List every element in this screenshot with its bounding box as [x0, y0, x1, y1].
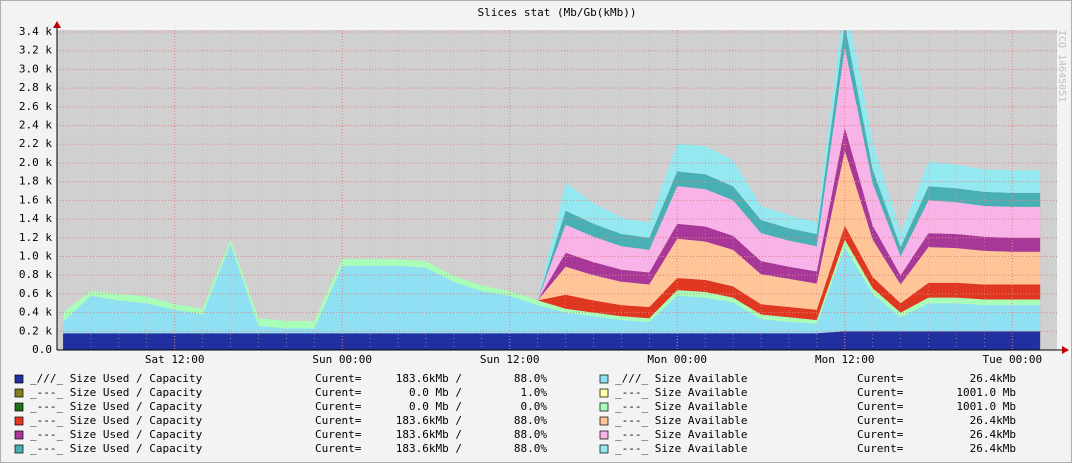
y-tick-label: 0.8 k: [19, 268, 52, 281]
legend-current-label: Curent=: [315, 372, 362, 385]
legend-swatch: [14, 416, 24, 426]
legend-swatch: [599, 388, 609, 398]
y-tick-label: 3.2 k: [19, 44, 52, 57]
y-tick-label: 3.4 k: [19, 25, 52, 38]
legend-label: _---_ Size Used / Capacity: [30, 400, 203, 413]
legend-percent: 88.0%: [514, 414, 547, 427]
legend-percent: 88.0%: [514, 372, 547, 385]
legend-swatch: [14, 374, 24, 384]
x-tick-label: Mon 12:00: [815, 353, 875, 366]
y-tick-label: 2.2 k: [19, 137, 52, 150]
legend-swatch: [599, 416, 609, 426]
legend-label: _---_ Size Used / Capacity: [30, 428, 203, 441]
y-tick-label: 0.2 k: [19, 324, 52, 337]
y-tick-label: 2.0 k: [19, 156, 52, 169]
legend-label: _///_ Size Used / Capacity: [30, 372, 203, 385]
legend-label: _---_ Size Available: [615, 400, 747, 413]
legend-current: 1001.0 Mb: [956, 386, 1016, 399]
axis-arrow: [1062, 346, 1069, 354]
y-tick-label: 1.0 k: [19, 249, 52, 262]
legend-current-label: Curent=: [315, 400, 362, 413]
x-tick-label: Tue 00:00: [982, 353, 1042, 366]
legend-current: 0.0 Mb /: [409, 386, 462, 399]
legend-current: 26.4kMb: [970, 372, 1016, 385]
y-tick-label: 1.4 k: [19, 212, 52, 225]
legend-current-label: Curent=: [857, 400, 904, 413]
area: [63, 127, 1041, 322]
legend-current: 183.6kMb /: [396, 372, 462, 385]
y-tick-label: 0.4 k: [19, 306, 52, 319]
legend-swatch: [14, 402, 24, 412]
legend-percent: 88.0%: [514, 442, 547, 455]
area: [63, 47, 1041, 322]
y-tick-label: 1.2 k: [19, 231, 52, 244]
legend-current-label: Curent=: [315, 442, 362, 455]
x-tick-label: Sun 12:00: [480, 353, 540, 366]
legend-label: _///_ Size Available: [615, 372, 747, 385]
legend-swatch: [14, 430, 24, 440]
y-tick-label: 3.0 k: [19, 62, 52, 75]
legend-current-label: Curent=: [315, 414, 362, 427]
axis-arrow: [53, 21, 61, 28]
legend-swatch: [599, 444, 609, 454]
y-tick-label: 0.6 k: [19, 287, 52, 300]
legend-current-label: Curent=: [857, 372, 904, 385]
legend-current-label: Curent=: [857, 386, 904, 399]
legend-percent: 88.0%: [514, 428, 547, 441]
legend-percent: 1.0%: [521, 386, 548, 399]
legend-label: _---_ Size Available: [615, 442, 747, 455]
y-tick-label: 0.0: [32, 343, 52, 356]
legend-current: 26.4kMb: [970, 428, 1016, 441]
watermark: ICQ 14645051: [1056, 30, 1067, 102]
y-tick-label: 1.8 k: [19, 175, 52, 188]
x-tick-label: Sat 12:00: [145, 353, 205, 366]
x-tick-label: Sun 00:00: [312, 353, 372, 366]
y-tick-label: 1.6 k: [19, 193, 52, 206]
area: [63, 150, 1041, 321]
y-tick-label: 2.8 k: [19, 81, 52, 94]
legend-label: _---_ Size Used / Capacity: [30, 414, 203, 427]
y-tick-label: 2.4 k: [19, 119, 52, 132]
area: [63, 331, 1041, 350]
area: [63, 225, 1041, 321]
legend-label: _---_ Size Available: [615, 414, 747, 427]
legend-swatch: [599, 402, 609, 412]
legend-current-label: Curent=: [315, 428, 362, 441]
x-tick-label: Mon 00:00: [647, 353, 707, 366]
legend-swatch: [14, 444, 24, 454]
legend-current: 0.0 Mb /: [409, 400, 462, 413]
legend-label: _---_ Size Available: [615, 386, 747, 399]
legend-swatch: [14, 388, 24, 398]
grid: [57, 30, 1057, 350]
legend-label: _---_ Size Used / Capacity: [30, 386, 203, 399]
legend-current: 26.4kMb: [970, 442, 1016, 455]
legend-current-label: Curent=: [857, 442, 904, 455]
legend-current-label: Curent=: [857, 414, 904, 427]
legend-percent: 0.0%: [521, 400, 548, 413]
legend-current: 26.4kMb: [970, 414, 1016, 427]
legend-current: 183.6kMb /: [396, 414, 462, 427]
legend-current: 183.6kMb /: [396, 428, 462, 441]
legend-current: 183.6kMb /: [396, 442, 462, 455]
legend-current-label: Curent=: [315, 386, 362, 399]
legend-current: 1001.0 Mb: [956, 400, 1016, 413]
y-tick-label: 2.6 k: [19, 100, 52, 113]
legend-swatch: [599, 430, 609, 440]
legend-current-label: Curent=: [857, 428, 904, 441]
legend-label: _---_ Size Available: [615, 428, 747, 441]
chart-title: Slices stat (Mb/Gb(kMb)): [478, 6, 637, 19]
legend-label: _---_ Size Used / Capacity: [30, 442, 203, 455]
legend-swatch: [599, 374, 609, 384]
